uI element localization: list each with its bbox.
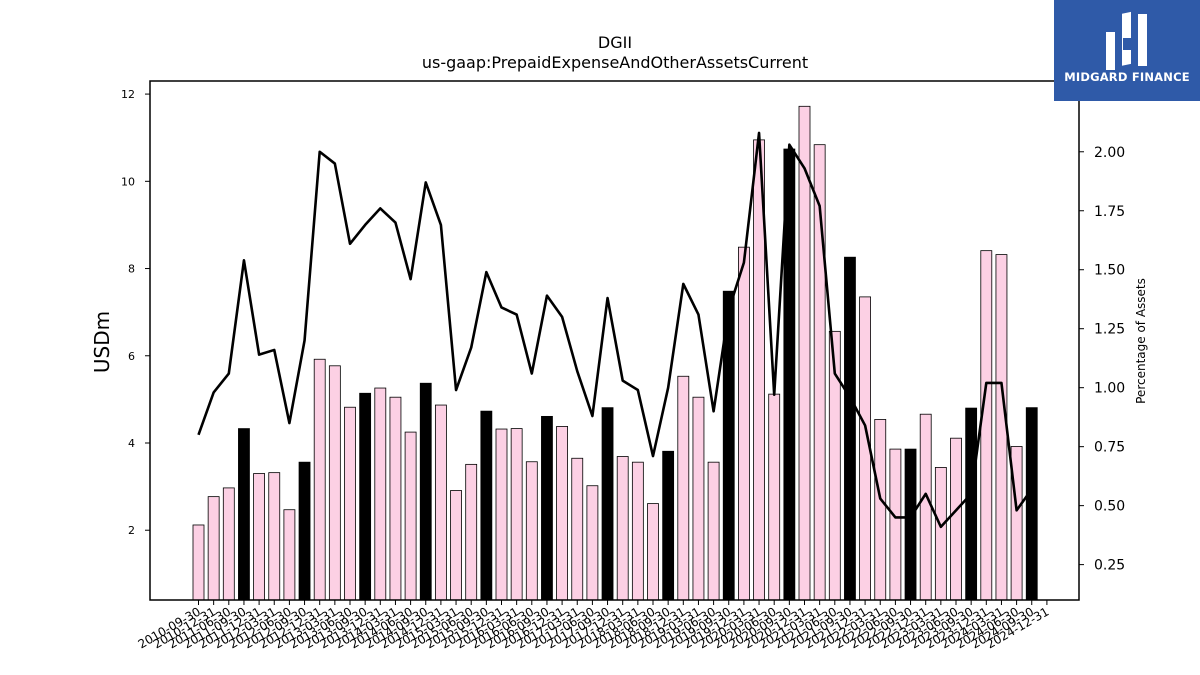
bar-2023-03-31 — [935, 467, 946, 600]
y-tick-label: 2 — [128, 524, 135, 537]
y2-tick-label: 0.25 — [1094, 558, 1125, 574]
plot-area — [193, 106, 1037, 600]
bar-2014-09-30 — [420, 383, 431, 600]
bar-2019-12-31 — [738, 247, 749, 600]
bar-2019-03-31 — [693, 397, 704, 600]
bar-2019-06-30 — [708, 462, 719, 600]
bar-2023-12-31 — [981, 251, 992, 600]
bar-2011-09-30 — [238, 429, 249, 600]
bar-2014-06-30 — [405, 432, 416, 600]
bar-2018-03-31 — [632, 462, 643, 600]
y-axis-label: USDm — [90, 311, 114, 373]
bar-2012-03-31 — [269, 473, 280, 600]
bar-2020-06-30 — [769, 394, 780, 600]
y-tick-label: 4 — [128, 437, 135, 450]
bar-2024-03-31 — [996, 255, 1007, 600]
brand-logo: MIDGARD FINANCE — [1054, 0, 1200, 101]
left-axis: 2 4 6 8 10 12 — [121, 88, 150, 537]
bar-2013-03-31 — [329, 366, 340, 600]
bar-2022-12-31 — [920, 414, 931, 600]
y-tick-label: 6 — [128, 350, 135, 363]
bar-2022-03-31 — [875, 419, 886, 600]
bar-2015-09-30 — [481, 411, 492, 600]
logo-mark-icon — [1102, 8, 1152, 70]
bar-2013-09-30 — [360, 393, 371, 600]
bar-2016-06-30 — [526, 462, 537, 600]
bar-2010-09-30 — [193, 525, 204, 600]
y2-tick-label: 1.50 — [1094, 263, 1125, 279]
bar-2023-09-30 — [966, 408, 977, 600]
bar-2022-06-30 — [890, 449, 901, 600]
bar-2016-12-31 — [557, 426, 568, 600]
bar-2011-12-31 — [254, 474, 265, 600]
bar-2010-12-31 — [208, 497, 219, 600]
y2-tick-label: 1.25 — [1094, 322, 1125, 338]
bar-2012-09-30 — [299, 462, 310, 600]
logo-text: MIDGARD FINANCE — [1054, 70, 1200, 84]
bar-2017-03-31 — [572, 458, 583, 600]
bar-2024-09-30 — [1026, 408, 1037, 600]
bar-2017-06-30 — [587, 486, 598, 600]
bar-2018-09-30 — [663, 451, 674, 600]
bar-2013-12-31 — [375, 388, 386, 600]
chart: 2 4 6 8 10 12 0.25 0.50 0.75 1.00 1.25 1.50 1.75 2.0… — [0, 0, 1200, 675]
bar-2017-12-31 — [617, 457, 628, 600]
bar-2016-03-31 — [511, 429, 522, 600]
bar-2018-06-30 — [648, 504, 659, 600]
bar-2012-06-30 — [284, 510, 295, 600]
y2-tick-label: 2.00 — [1094, 145, 1125, 161]
bar-2016-09-30 — [541, 416, 552, 600]
y2-tick-label: 0.75 — [1094, 440, 1125, 456]
bar-2014-12-31 — [435, 405, 446, 600]
y2-tick-label: 1.75 — [1094, 204, 1125, 220]
chart-title: DGII — [598, 33, 632, 52]
bar-2022-09-30 — [905, 449, 916, 600]
bar-2015-06-30 — [466, 464, 477, 600]
bar-2023-06-30 — [951, 438, 962, 600]
x-axis: 2010-09-302010-12-312011-06-302011-09-30… — [136, 600, 1052, 651]
y2-tick-label: 0.50 — [1094, 499, 1125, 515]
bar-2015-03-31 — [451, 491, 462, 600]
bar-2014-03-31 — [390, 397, 401, 600]
y-tick-label: 8 — [128, 263, 135, 276]
y-tick-label: 12 — [121, 88, 135, 101]
y2-axis-label: Percentage of Assets — [1134, 278, 1148, 404]
y2-tick-label: 1.00 — [1094, 381, 1125, 397]
bar-2017-09-30 — [602, 408, 613, 600]
bar-2015-12-31 — [496, 429, 507, 600]
bar-2011-06-30 — [223, 488, 234, 600]
bar-2013-06-30 — [345, 407, 356, 600]
bar-2021-09-30 — [844, 257, 855, 600]
y-tick-label: 10 — [121, 175, 135, 188]
bar-2012-12-31 — [314, 359, 325, 600]
chart-subtitle: us-gaap:PrepaidExpenseAndOtherAssetsCurr… — [422, 53, 808, 72]
bar-2018-12-31 — [678, 376, 689, 600]
right-axis: 0.25 0.50 0.75 1.00 1.25 1.50 1.75 2.00 — [1079, 145, 1125, 574]
